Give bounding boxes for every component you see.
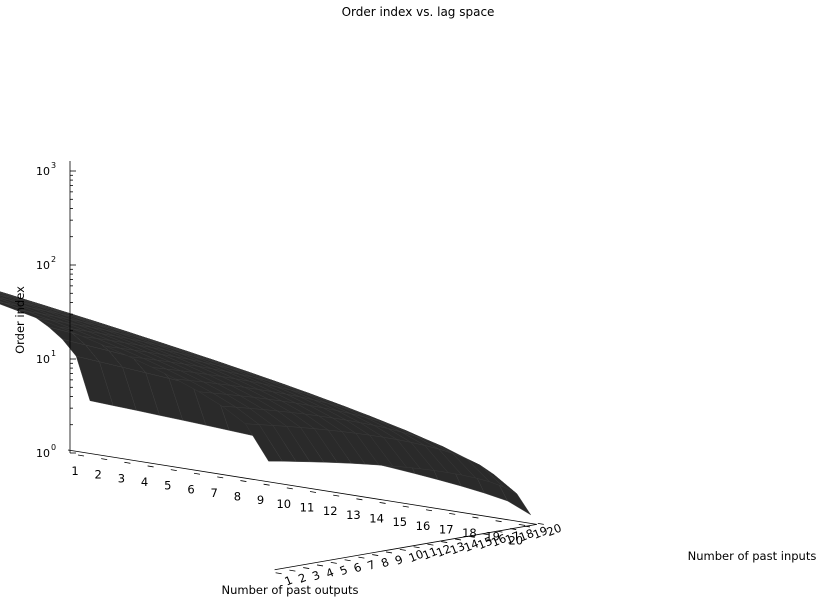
y-tick-mark <box>523 525 531 528</box>
x-tick-label: 16 <box>416 519 431 533</box>
y-tick-label: 17 <box>503 528 522 546</box>
y-tick-mark <box>482 533 489 536</box>
y-tick-mark <box>427 543 434 546</box>
surface-group <box>0 291 531 516</box>
x-axis-label: Number of past outputs <box>221 583 358 597</box>
x-tick-mark <box>170 469 177 471</box>
y-tick-mark <box>289 569 296 572</box>
x-tick-label: 5 <box>164 479 171 493</box>
y-tick-label: 19 <box>531 523 550 541</box>
ticks-group: 1 2 3 4 5 6 7 8 9 10 11 12 13 14 15 16 17 18 19 201 2 3 4 5 6 7 8 9… <box>36 161 563 589</box>
y-tick-label: 16 <box>489 531 508 549</box>
x-tick-mark <box>333 494 340 497</box>
y-tick-mark <box>413 546 420 549</box>
z-tick-label: 10 <box>36 353 50 366</box>
z-tick-exponent: 1 <box>51 349 56 358</box>
x-tick-mark <box>286 487 293 490</box>
x-tick-mark <box>147 465 154 468</box>
x-tick-label: 12 <box>323 504 338 518</box>
y-tick-label: 4 <box>324 565 336 581</box>
x-tick-mark <box>309 491 317 493</box>
x-tick-label: 15 <box>392 515 407 529</box>
x-tick-mark <box>124 461 131 464</box>
y-tick-label: 18 <box>517 526 536 544</box>
x-tick-mark <box>101 458 108 461</box>
x-tick-label: 10 <box>276 497 291 511</box>
x-tick-label: 14 <box>369 512 384 526</box>
x-tick-label: 20 <box>508 533 523 547</box>
y-tick-mark <box>330 561 337 564</box>
y-tick-mark <box>275 572 282 575</box>
y-tick-mark <box>316 564 324 567</box>
x-tick-label: 6 <box>187 482 194 496</box>
x-tick-label: 13 <box>346 508 361 522</box>
axes-group <box>67 161 544 575</box>
y-tick-label: 9 <box>393 552 405 568</box>
x-tick-mark <box>379 502 386 504</box>
x-tick-label: 19 <box>485 530 500 544</box>
x-axis-line <box>67 449 537 525</box>
y-tick-label: 10 <box>407 547 426 565</box>
x-tick-label: 1 <box>71 464 78 478</box>
y-tick-label: 12 <box>434 541 453 559</box>
x-tick-label: 9 <box>257 493 264 507</box>
x-tick-label: 11 <box>300 501 315 515</box>
y-tick-mark <box>344 559 351 562</box>
y-tick-label: 15 <box>476 534 495 552</box>
x-tick-label: 3 <box>118 471 125 485</box>
z-tick-exponent: 0 <box>51 443 56 452</box>
x-tick-label: 4 <box>141 475 148 489</box>
x-tick-mark <box>518 523 525 526</box>
surface-patch <box>245 423 283 462</box>
z-tick-label: 10 <box>36 165 50 178</box>
x-tick-mark <box>425 509 433 512</box>
y-tick-label: 5 <box>338 562 350 578</box>
z-tick-exponent: 2 <box>51 255 56 264</box>
y-tick-mark <box>441 541 448 543</box>
x-tick-label: 7 <box>211 486 218 500</box>
y-tick-label: 8 <box>379 555 391 571</box>
x-tick-mark <box>449 513 456 515</box>
x-tick-mark <box>495 520 502 523</box>
y-axis-line <box>274 523 537 571</box>
x-tick-mark <box>217 476 224 479</box>
x-tick-label: 17 <box>439 522 454 536</box>
x-tick-mark <box>356 498 363 501</box>
x-tick-mark <box>240 480 247 482</box>
chart-title: Order index vs. lag space <box>342 5 495 19</box>
y-tick-mark <box>468 535 475 538</box>
y-tick-mark <box>372 554 379 556</box>
y-tick-mark <box>510 528 517 530</box>
z-tick-exponent: 3 <box>51 161 56 170</box>
y-tick-mark <box>537 522 544 525</box>
x-tick-mark <box>472 516 479 519</box>
y-tick-label: 6 <box>351 560 363 576</box>
y-tick-label: 20 <box>545 521 564 539</box>
y-tick-label: 14 <box>462 536 481 554</box>
y-tick-mark <box>399 548 406 551</box>
z-tick-label: 10 <box>36 259 50 272</box>
y-tick-mark <box>454 538 462 541</box>
z-axis-label: Order index <box>13 286 27 354</box>
x-tick-mark <box>263 483 270 486</box>
x-tick-mark <box>402 505 409 508</box>
x-tick-label: 18 <box>462 526 477 540</box>
y-tick-label: 11 <box>420 544 439 562</box>
y-tick-mark <box>358 556 365 559</box>
z-tick-label: 10 <box>36 447 50 460</box>
x-tick-mark <box>77 454 85 457</box>
y-tick-mark <box>385 551 393 554</box>
y-axis-label: Number of past inputs <box>688 549 817 563</box>
x-tick-label: 2 <box>95 468 102 482</box>
y-tick-label: 7 <box>365 557 377 573</box>
y-tick-label: 13 <box>448 539 467 557</box>
x-tick-mark <box>193 472 201 475</box>
y-tick-mark <box>496 530 503 533</box>
y-tick-mark <box>303 567 310 569</box>
y-tick-label: 3 <box>310 568 322 584</box>
x-tick-label: 8 <box>234 490 241 504</box>
